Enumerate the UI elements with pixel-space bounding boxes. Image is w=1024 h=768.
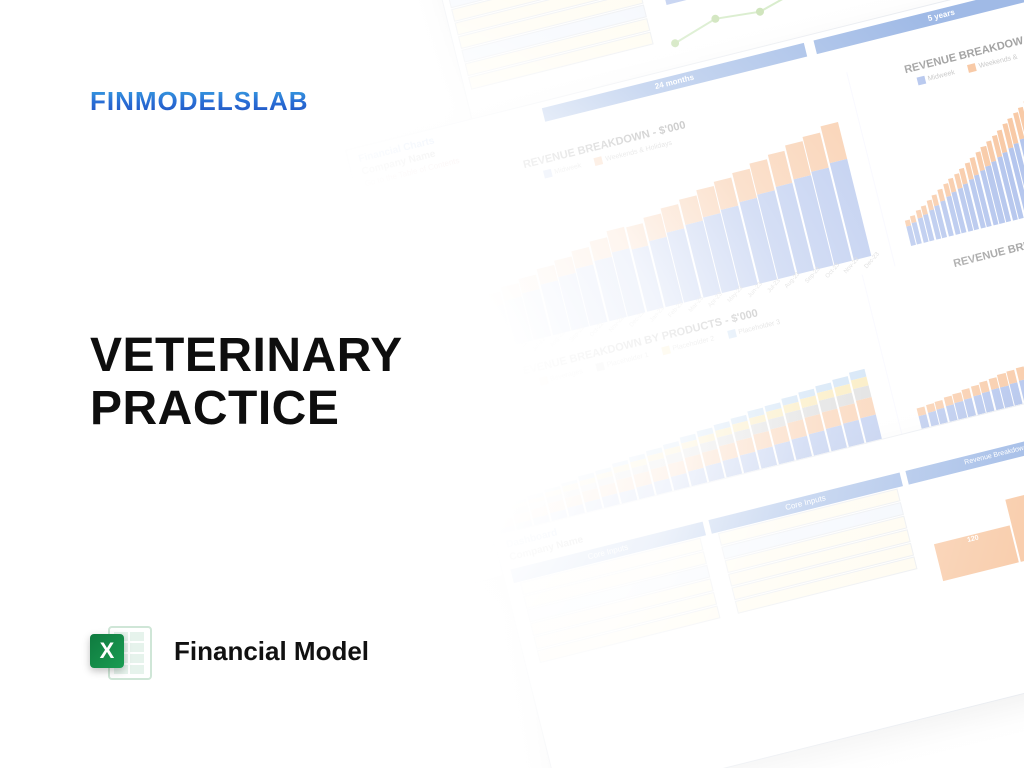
page-title: VETERINARY PRACTICE xyxy=(90,330,403,436)
product-badge: X Financial Model xyxy=(90,620,369,682)
title-line-1: VETERINARY xyxy=(90,330,403,383)
excel-icon: X xyxy=(90,620,152,682)
badge-label: Financial Model xyxy=(174,636,369,667)
brand-logo: FINMODELSLAB xyxy=(90,86,309,117)
title-line-2: PRACTICE xyxy=(90,383,403,436)
